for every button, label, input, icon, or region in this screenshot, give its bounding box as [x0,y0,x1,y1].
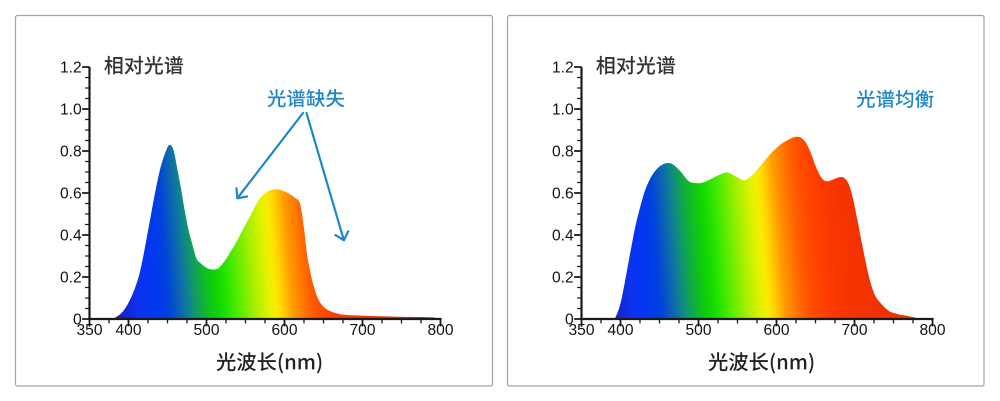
svg-text:500: 500 [685,322,711,339]
svg-text:1.2: 1.2 [552,60,574,77]
svg-text:400: 400 [607,322,633,339]
svg-text:350: 350 [76,322,102,339]
svg-text:0.2: 0.2 [60,270,82,287]
svg-text:400: 400 [115,322,141,339]
svg-text:1.0: 1.0 [60,102,82,119]
svg-text:0.2: 0.2 [552,270,574,287]
svg-text:0.6: 0.6 [552,186,574,203]
svg-text:0.8: 0.8 [60,144,82,161]
svg-text:500: 500 [193,322,219,339]
svg-text:0.6: 0.6 [60,186,82,203]
svg-text:350: 350 [568,322,594,339]
svg-text:800: 800 [919,322,945,339]
svg-text:1.2: 1.2 [60,60,82,77]
svg-text:0: 0 [73,312,82,329]
svg-text:700: 700 [349,322,375,339]
svg-text:1.0: 1.0 [552,102,574,119]
svg-text:0: 0 [565,312,574,329]
svg-text:0.8: 0.8 [552,144,574,161]
svg-text:600: 600 [763,322,789,339]
svg-text:700: 700 [841,322,867,339]
svg-text:0.4: 0.4 [60,228,82,245]
svg-text:800: 800 [427,322,453,339]
svg-text:600: 600 [271,322,297,339]
svg-text:0.4: 0.4 [552,228,574,245]
